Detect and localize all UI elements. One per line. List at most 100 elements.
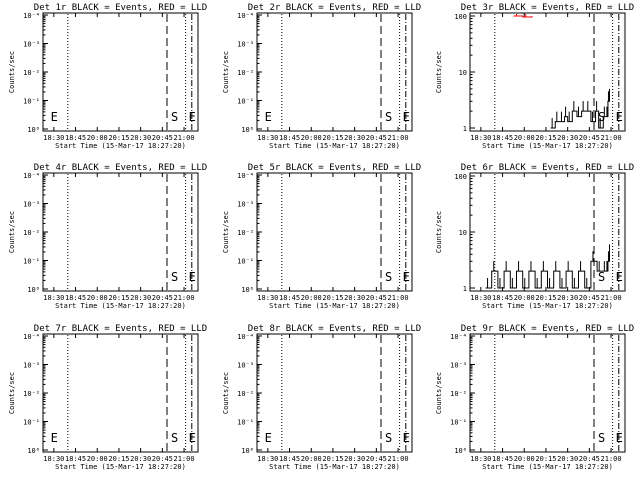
- event-marker: E: [189, 270, 196, 284]
- y-tick-label: 10⁻¹: [23, 419, 40, 427]
- x-axis-label: Start Time (15-Mar-17 18:27:20): [55, 142, 186, 150]
- x-tick-label: 20:15: [108, 294, 129, 302]
- y-tick-label: 10⁻¹: [450, 419, 467, 427]
- chart-title: Det 9r BLACK = Events, RED = LLD: [461, 324, 634, 334]
- x-tick-label: 21:00: [388, 294, 409, 302]
- x-tick-label: 18:30: [43, 455, 64, 463]
- y-tick-label: 10⁻²: [23, 229, 40, 237]
- x-tick-label: 20:00: [514, 455, 535, 463]
- event-marker: S: [385, 110, 392, 124]
- event-marker: E: [189, 431, 196, 445]
- x-tick-label: 20:45: [366, 455, 387, 463]
- series-events: [550, 88, 610, 129]
- y-tick-label: 100: [454, 13, 467, 21]
- x-tick-label: 20:30: [557, 134, 578, 142]
- chart-title: Det 5r BLACK = Events, RED = LLD: [248, 163, 421, 173]
- y-tick-label: 10⁻²: [237, 229, 254, 237]
- x-tick-label: 18:45: [279, 455, 300, 463]
- x-tick-label: 18:45: [279, 134, 300, 142]
- y-tick-label: 10⁻⁴: [237, 172, 254, 180]
- x-tick-label: 18:45: [492, 134, 513, 142]
- x-tick-label: 21:00: [388, 455, 409, 463]
- chart-panel-7: Det 7r BLACK = Events, RED = LLD Counts/s…: [8, 324, 207, 471]
- chart-title: Det 2r BLACK = Events, RED = LLD: [248, 3, 421, 13]
- x-tick-label: 18:30: [470, 455, 491, 463]
- x-tick-label: 18:45: [492, 294, 513, 302]
- chart-panel-8: Det 8r BLACK = Events, RED = LLD Counts/s…: [222, 324, 421, 471]
- chart-panel-5: Det 5r BLACK = Events, RED = LLD Counts/s…: [222, 163, 421, 310]
- y-tick-label: 10⁰: [241, 286, 254, 294]
- x-tick-label: 20:15: [322, 134, 343, 142]
- y-tick-label: 10⁻⁴: [23, 172, 40, 180]
- x-tick-label: 21:00: [601, 134, 622, 142]
- chart-title: Det 1r BLACK = Events, RED = LLD: [34, 3, 207, 13]
- y-tick-label: 10⁻²: [237, 390, 254, 398]
- x-tick-label: 20:15: [535, 134, 556, 142]
- x-tick-label: 18:45: [65, 134, 86, 142]
- event-marker: E: [616, 270, 623, 284]
- y-tick-label: 10: [459, 69, 467, 77]
- x-tick-label: 20:45: [152, 455, 173, 463]
- x-tick-label: 20:30: [557, 455, 578, 463]
- x-tick-label: 20:00: [87, 294, 108, 302]
- y-tick-label: 10⁻³: [23, 41, 40, 49]
- y-axis-label: Counts/sec: [435, 51, 443, 93]
- x-tick-label: 20:00: [301, 294, 322, 302]
- y-axis-label: Counts/sec: [8, 372, 16, 414]
- chart-panel-2: Det 2r BLACK = Events, RED = LLD Counts/s…: [222, 3, 421, 150]
- y-tick-label: 10⁻³: [23, 362, 40, 370]
- chart-title: Det 4r BLACK = Events, RED = LLD: [34, 163, 207, 173]
- event-marker: E: [265, 431, 272, 445]
- y-tick-label: 1: [463, 285, 467, 293]
- y-tick-label: 10⁻³: [23, 201, 40, 209]
- x-tick-label: 21:00: [601, 455, 622, 463]
- y-axis-label: Counts/sec: [8, 51, 16, 93]
- y-tick-label: 10⁻²: [23, 390, 40, 398]
- event-marker: S: [171, 110, 178, 124]
- x-tick-label: 20:45: [579, 294, 600, 302]
- event-marker: E: [265, 110, 272, 124]
- x-axis-label: Start Time (15-Mar-17 18:27:20): [482, 142, 613, 150]
- y-tick-label: 10⁻²: [237, 69, 254, 77]
- x-tick-label: 18:30: [257, 455, 278, 463]
- y-tick-label: 10⁻³: [237, 362, 254, 370]
- chart-title: Det 7r BLACK = Events, RED = LLD: [34, 324, 207, 334]
- x-tick-label: 18:30: [257, 134, 278, 142]
- x-tick-label: 20:45: [579, 455, 600, 463]
- x-tick-label: 20:30: [130, 134, 151, 142]
- y-tick-label: 10⁻³: [237, 41, 254, 49]
- x-tick-label: 18:45: [65, 294, 86, 302]
- series-events: [485, 244, 610, 289]
- y-tick-label: 100: [454, 173, 467, 181]
- event-marker: S: [171, 270, 178, 284]
- y-tick-label: 1: [463, 125, 467, 133]
- event-marker: S: [598, 110, 605, 124]
- x-tick-label: 20:15: [535, 294, 556, 302]
- x-tick-label: 18:30: [257, 294, 278, 302]
- x-tick-label: 18:45: [65, 455, 86, 463]
- x-axis-label: Start Time (15-Mar-17 18:27:20): [269, 463, 400, 471]
- x-axis-label: Start Time (15-Mar-17 18:27:20): [482, 302, 613, 310]
- x-tick-label: 20:00: [87, 455, 108, 463]
- x-tick-label: 21:00: [174, 455, 195, 463]
- event-marker: E: [189, 110, 196, 124]
- y-tick-label: 10⁻¹: [237, 419, 254, 427]
- x-tick-label: 21:00: [601, 294, 622, 302]
- x-tick-label: 20:45: [152, 294, 173, 302]
- y-tick-label: 10⁻⁴: [237, 333, 254, 341]
- x-tick-label: 20:15: [535, 455, 556, 463]
- y-tick-label: 10⁻⁴: [23, 333, 40, 341]
- y-tick-label: 10⁻¹: [23, 98, 40, 106]
- x-tick-label: 20:00: [301, 455, 322, 463]
- chart-panel-6: Det 6r BLACK = Events, RED = LLD Counts/s…: [435, 163, 634, 310]
- event-marker: S: [171, 431, 178, 445]
- x-tick-label: 18:30: [43, 294, 64, 302]
- x-tick-label: 20:15: [108, 455, 129, 463]
- event-marker: S: [385, 431, 392, 445]
- x-tick-label: 18:30: [470, 134, 491, 142]
- x-tick-label: 20:45: [152, 134, 173, 142]
- y-tick-label: 10⁻¹: [237, 258, 254, 266]
- y-axis-label: Counts/sec: [222, 211, 230, 253]
- x-axis-label: Start Time (15-Mar-17 18:27:20): [482, 463, 613, 471]
- x-tick-label: 18:30: [43, 134, 64, 142]
